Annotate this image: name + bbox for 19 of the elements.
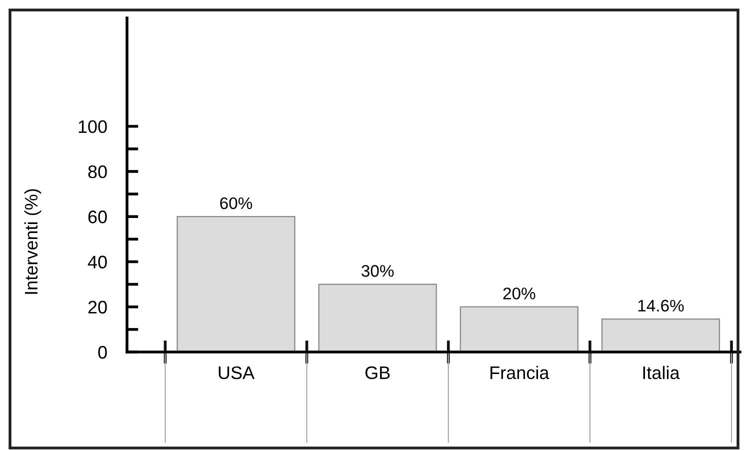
- y-tick-label: 80: [88, 165, 107, 178]
- y-axis-title: Interventi (%): [24, 189, 42, 294]
- y-tick-label: 60: [88, 210, 107, 224]
- data-label: 60%: [220, 197, 252, 210]
- bar: [601, 318, 720, 352]
- y-tick-label: 20: [88, 300, 107, 314]
- x-tick-label: GB: [365, 366, 390, 380]
- bar: [460, 306, 578, 352]
- x-tick-label: Italia: [643, 366, 680, 380]
- data-label: 20%: [503, 288, 536, 300]
- bar: [176, 216, 296, 352]
- y-tick-label: 100: [78, 120, 107, 134]
- x-tick-label: Francia: [490, 366, 550, 380]
- data-label: 30%: [362, 265, 394, 277]
- data-label: 14.6%: [638, 300, 684, 312]
- bar: [318, 284, 437, 352]
- y-tick-label: 0: [98, 346, 107, 359]
- x-tick-label: USA: [218, 366, 255, 380]
- y-tick-label: 40: [88, 256, 107, 268]
